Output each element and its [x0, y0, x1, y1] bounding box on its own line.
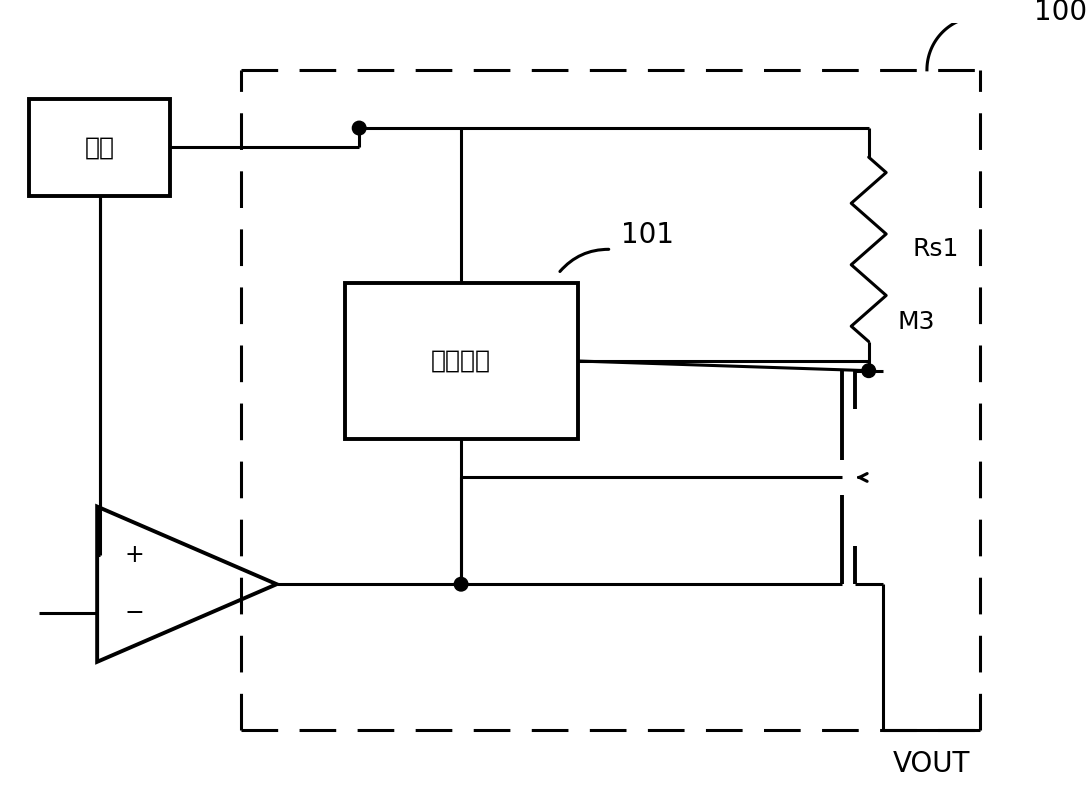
Text: 100: 100	[1033, 0, 1087, 25]
Text: 101: 101	[621, 221, 674, 249]
Bar	[344, 284, 577, 439]
Circle shape	[454, 578, 468, 591]
Text: +: +	[124, 543, 144, 567]
Bar	[29, 99, 170, 196]
Circle shape	[353, 121, 366, 135]
Text: VOUT: VOUT	[893, 749, 970, 778]
Circle shape	[861, 364, 876, 377]
Text: M3: M3	[897, 310, 935, 334]
Text: −: −	[124, 601, 144, 626]
Text: 电源: 电源	[85, 136, 114, 159]
Text: Rs1: Rs1	[913, 237, 958, 262]
Text: 开关元件: 开关元件	[431, 349, 491, 373]
